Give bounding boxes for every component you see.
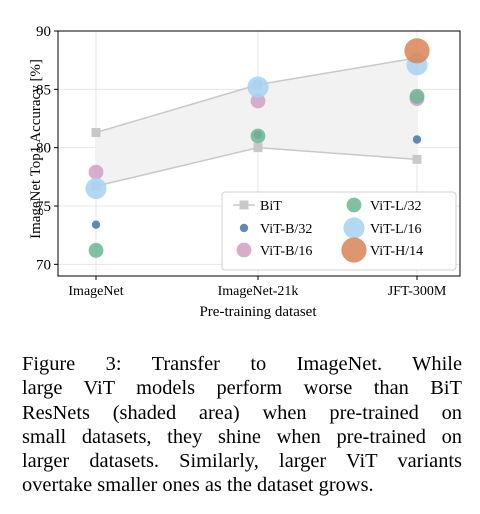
legend-marker <box>239 223 249 233</box>
vit-b-16-point <box>250 93 266 109</box>
caption-line: overtake smaller ones as the dataset gro… <box>22 474 374 497</box>
caption-line: Figure 3: Transfer to ImageNet. While <box>22 353 462 375</box>
plot-frame <box>57 30 461 277</box>
transfer-chart: 70 75 80 85 90 ImageNet ImageNet-21k JFT-300M I… <box>28 24 461 320</box>
x-axis-label: Pre-training dataset <box>199 304 317 320</box>
legend-marker <box>346 197 362 213</box>
bit-point <box>253 143 263 153</box>
caption-line: ResNets (shaded area) when pre-trained o… <box>22 401 462 424</box>
vit-h-14-point <box>404 38 430 64</box>
legend-marker <box>343 217 365 239</box>
vit-b-32-point <box>91 220 101 229</box>
vit-b-32-point <box>412 135 422 144</box>
legend-label: ViT-L/16 <box>370 222 422 237</box>
legend-box <box>221 191 457 271</box>
y-axis-label: ImageNet Top1 Accuracy [%] <box>28 59 44 239</box>
legend-label: ViT-B/32 <box>260 222 312 237</box>
y-tick-label: 75 <box>36 199 51 215</box>
x-tick-label: ImageNet <box>68 284 123 299</box>
legend-marker <box>239 200 249 210</box>
legend: BiT ViT-B/32 ViT-B/16 ViT-L/32 ViT-L/16 ViT-H… <box>221 191 457 271</box>
x-tick-label: ImageNet-21k <box>218 284 299 299</box>
legend-label: ViT-H/14 <box>370 244 423 259</box>
vit-l-32-point <box>88 242 104 258</box>
axis-ticks: 70 75 80 85 90 ImageNet ImageNet-21k JFT-300M <box>36 24 447 299</box>
legend-label: BiT <box>260 199 282 214</box>
bit-point <box>91 128 101 137</box>
x-tick-label: JFT-300M <box>388 284 447 299</box>
y-tick-label: 90 <box>36 24 51 40</box>
vit-l-16-point <box>85 177 107 200</box>
legend-label: ViT-B/16 <box>260 244 312 259</box>
y-tick-label: 85 <box>36 82 51 98</box>
figure-caption: Figure 3: Transfer to ImageNet. While la… <box>22 352 462 498</box>
y-tick-label: 70 <box>36 257 51 273</box>
bit-shaded-region <box>96 57 417 187</box>
vit-l-32-point <box>409 88 425 104</box>
caption-line: small datasets, they shine when pre-trai… <box>22 425 462 448</box>
bit-point <box>412 154 422 164</box>
legend-marker <box>341 237 367 263</box>
vit-l-32-point <box>250 128 266 144</box>
legend-label: ViT-L/32 <box>370 199 422 214</box>
legend-marker <box>236 242 252 258</box>
vit-l-16-point <box>247 76 269 98</box>
data-markers <box>85 38 430 258</box>
caption-line: large ViT models perform worse than BiT <box>22 377 462 400</box>
y-tick-label: 80 <box>36 141 51 157</box>
caption-line: larger datasets. Similarly, larger ViT v… <box>22 450 462 473</box>
vit-b-16-point <box>88 164 104 180</box>
